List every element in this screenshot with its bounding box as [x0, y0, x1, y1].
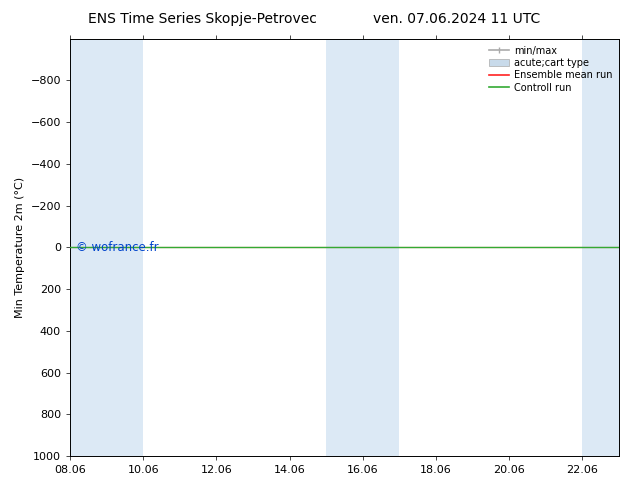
Y-axis label: Min Temperature 2m (°C): Min Temperature 2m (°C) [15, 177, 25, 318]
Text: ven. 07.06.2024 11 UTC: ven. 07.06.2024 11 UTC [373, 12, 540, 26]
Text: © wofrance.fr: © wofrance.fr [75, 241, 158, 254]
Text: ENS Time Series Skopje-Petrovec: ENS Time Series Skopje-Petrovec [88, 12, 318, 26]
Bar [327, 39, 399, 456]
Bar [70, 39, 143, 456]
Bar [583, 39, 619, 456]
Legend: min/max, acute;cart type, Ensemble mean run, Controll run: min/max, acute;cart type, Ensemble mean … [488, 44, 614, 95]
